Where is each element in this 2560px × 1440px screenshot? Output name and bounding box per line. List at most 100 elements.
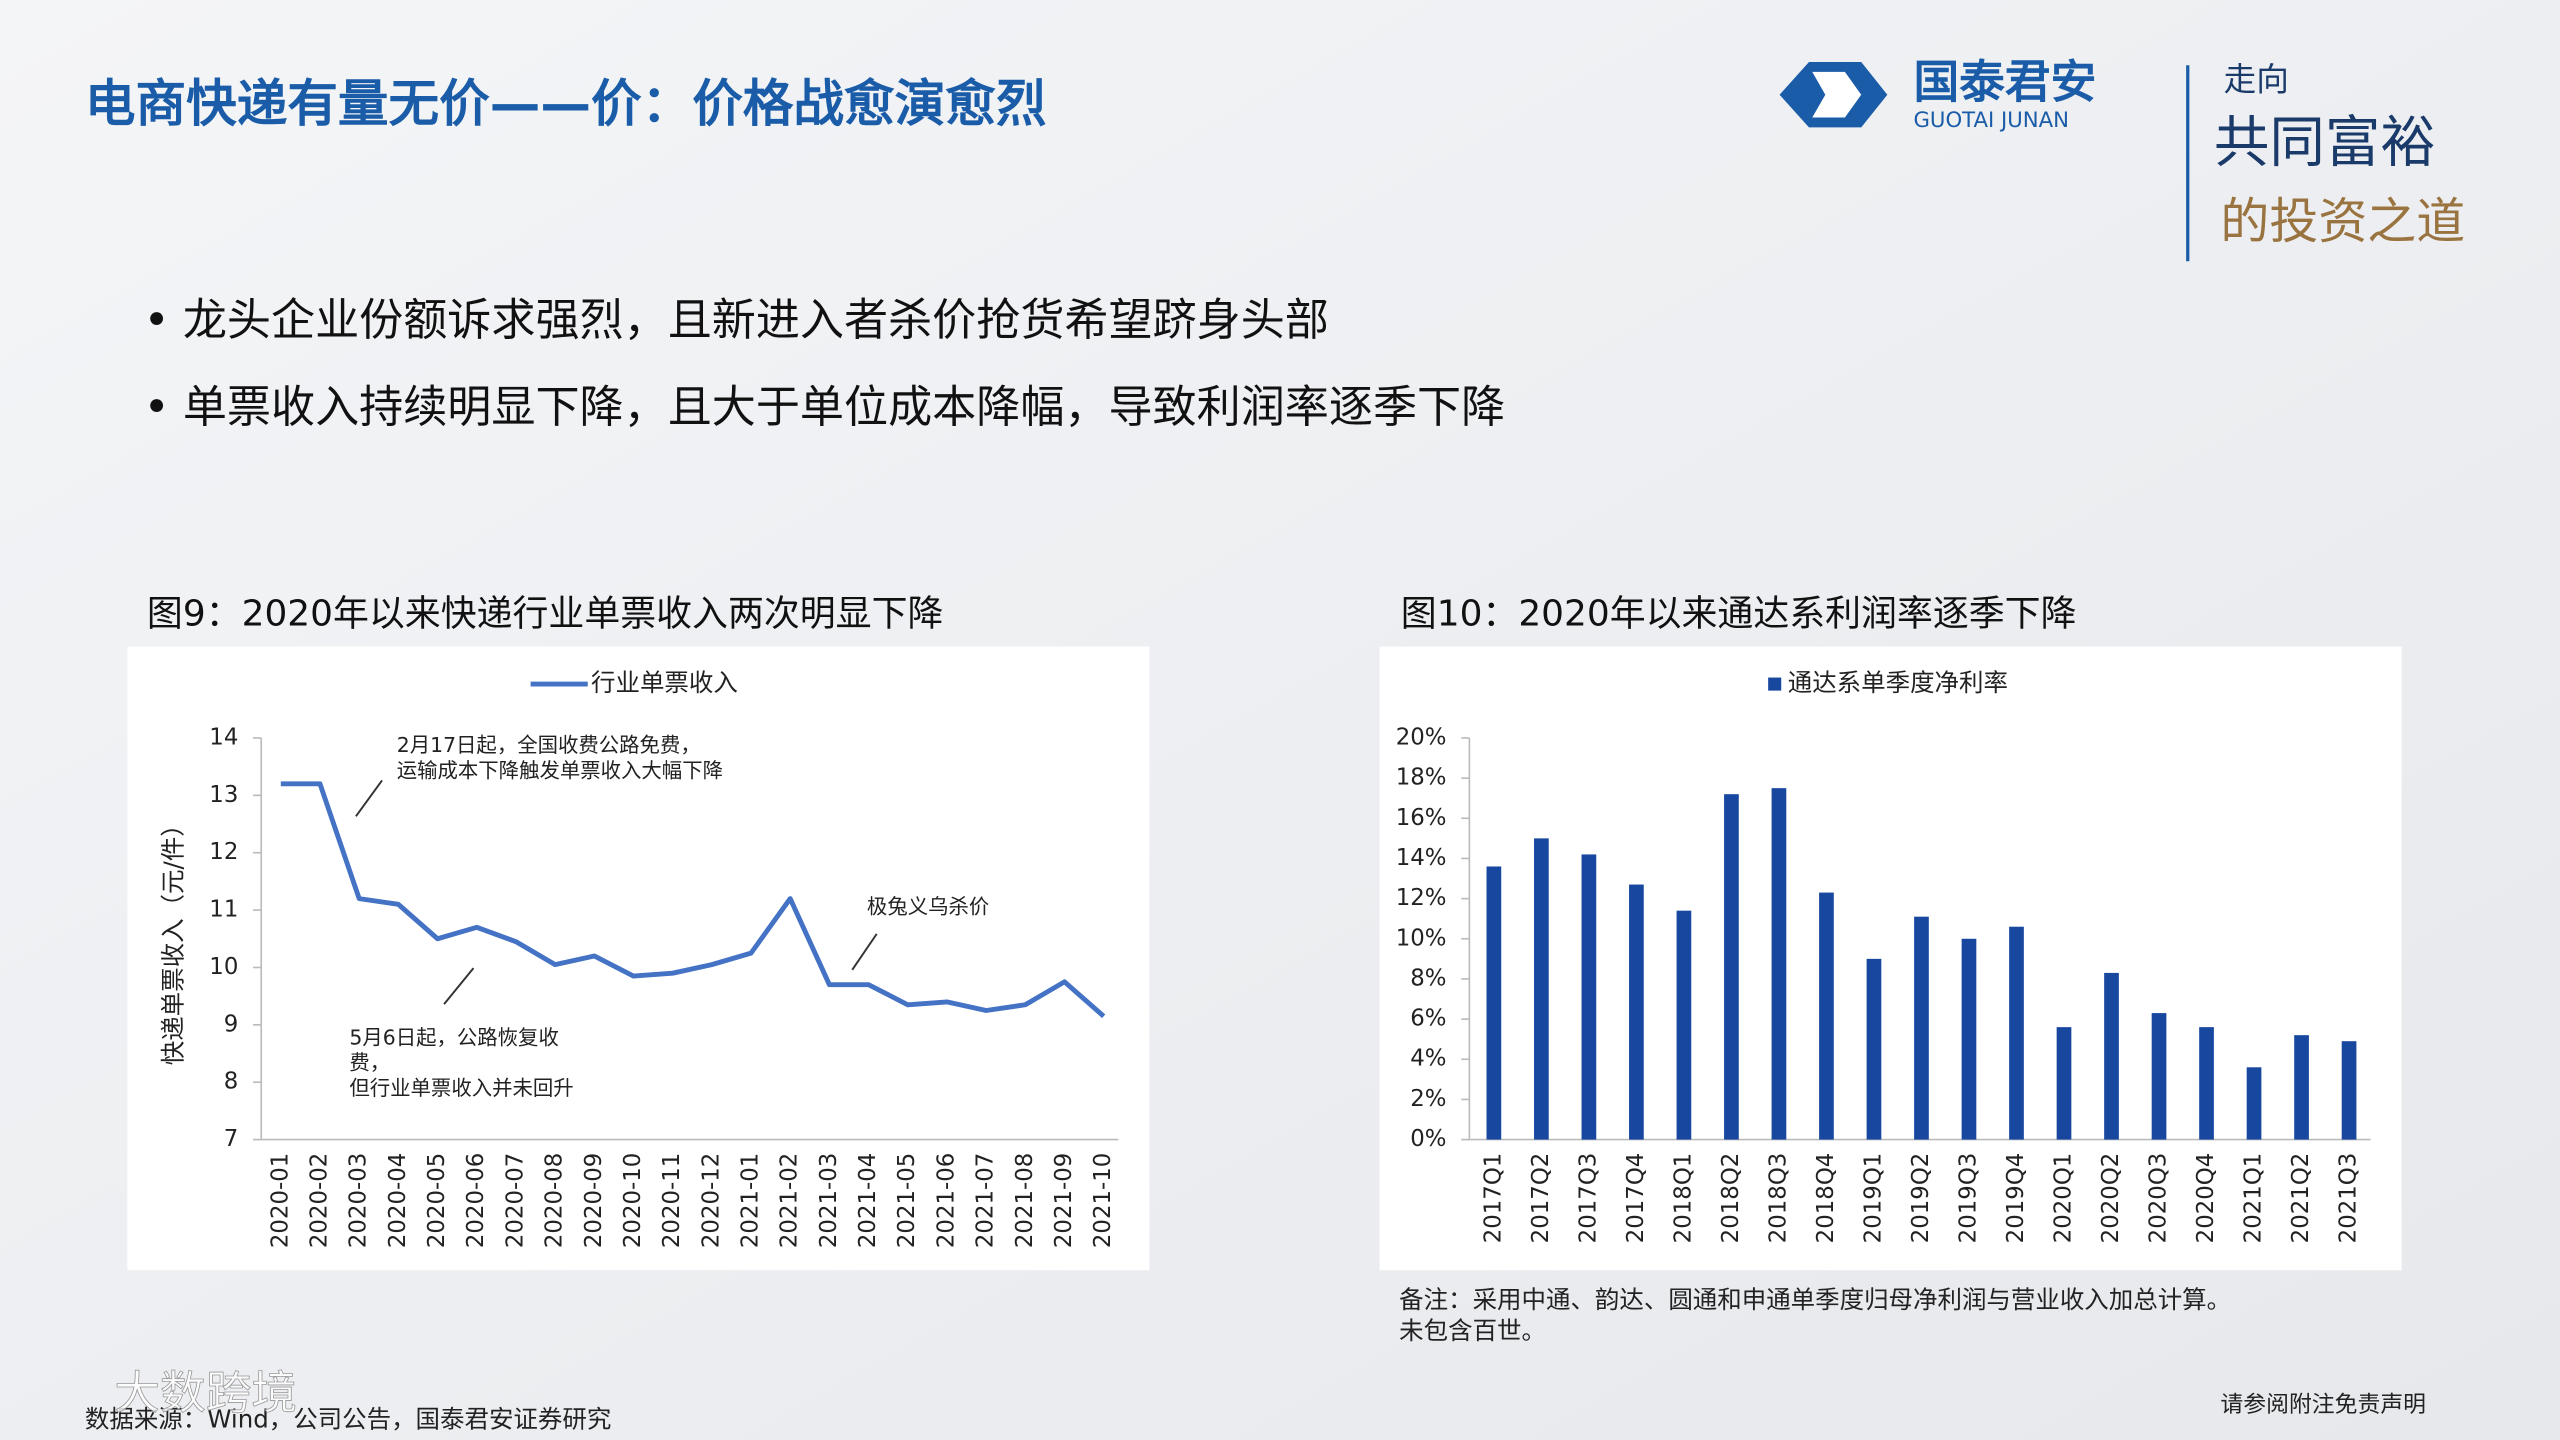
slogan: 共同富裕 — [2214, 110, 2436, 175]
y-tick-label: 6% — [1410, 1006, 1446, 1032]
x-tick-label: 2021-08 — [1012, 1153, 1038, 1248]
y-tick-label: 16% — [1396, 805, 1447, 831]
legend-label: 通达系单季度净利率 — [1788, 668, 2008, 697]
x-tick-label: 2020Q4 — [2193, 1153, 2219, 1244]
logo-mark — [1812, 71, 1862, 118]
bullet-dot: • — [144, 295, 170, 346]
chart-title: 图10：2020年以来通达系利润率逐季下降 — [1401, 594, 2077, 635]
chart-panel — [127, 646, 1150, 1271]
x-tick-label: 2018Q1 — [1670, 1153, 1696, 1244]
y-tick-label: 14 — [209, 724, 238, 750]
x-tick-label: 2021-09 — [1051, 1153, 1077, 1248]
x-tick-label: 2020-06 — [463, 1153, 489, 1248]
logo-name: 国泰君安 — [1913, 55, 2096, 108]
bar — [1486, 866, 1502, 1140]
y-tick-label: 9 — [224, 1011, 239, 1037]
x-tick-label: 2020-12 — [698, 1153, 724, 1248]
x-tick-label: 2021-07 — [973, 1153, 999, 1248]
bullet: 龙头企业份额诉求强烈，且新进入者杀价抢货希望跻身头部 — [183, 295, 1329, 346]
bar — [1961, 938, 1977, 1140]
x-tick-label: 2020-01 — [267, 1153, 293, 1248]
x-tick-label: 2018Q3 — [1765, 1153, 1791, 1244]
bar — [1534, 838, 1549, 1140]
x-tick-label: 2020Q3 — [2146, 1153, 2172, 1244]
bar — [1629, 884, 1644, 1140]
line — [280, 781, 1106, 1019]
bullet-dot: • — [144, 382, 170, 433]
logo: 国泰君安 GUOTAI JUNAN 走向 共同富裕 的投资之道 — [1779, 55, 2465, 262]
legend-label: 行业单票收入 — [591, 668, 738, 697]
annotation-arrow — [443, 967, 475, 1005]
x-tick-label: 2018Q4 — [1813, 1153, 1839, 1244]
annotation: 极兔义乌杀价 — [867, 895, 989, 919]
y-tick-label: 14% — [1396, 845, 1447, 871]
x-tick-label: 2017Q2 — [1528, 1153, 1554, 1244]
x-tick-label: 2019Q2 — [1908, 1153, 1934, 1244]
slogan: 走向 — [2224, 61, 2289, 99]
y-tick-label: 18% — [1396, 765, 1447, 791]
annotation: 费， — [349, 1051, 390, 1075]
x-tick-label: 2020-10 — [620, 1153, 646, 1248]
x-tick-label: 2021-10 — [1090, 1153, 1116, 1248]
legend-swatch — [1768, 677, 1782, 691]
bar — [1771, 788, 1787, 1140]
y-tick-label: 20% — [1396, 724, 1447, 750]
bar — [2104, 972, 2119, 1140]
annotation: 但行业单票收入并未回升 — [349, 1076, 573, 1100]
x-tick-label: 2020-02 — [306, 1153, 332, 1248]
y-tick-label: 10 — [209, 954, 238, 980]
x-tick-label: 2021-06 — [933, 1153, 959, 1248]
slogan: 的投资之道 — [2220, 193, 2465, 250]
x-tick-label: 2017Q4 — [1623, 1153, 1649, 1244]
bar — [1866, 958, 1882, 1140]
y-tick-label: 12 — [209, 839, 238, 865]
bar — [1676, 910, 1692, 1140]
logo-en: GUOTAI JUNAN — [1913, 108, 2069, 133]
x-tick-label: 2021Q3 — [2336, 1153, 2362, 1244]
y-tick-label: 8 — [224, 1069, 239, 1095]
bar — [1724, 794, 1739, 1140]
x-tick-label: 2019Q1 — [1860, 1153, 1886, 1244]
footer: 请参阅附注免责声明 — [2220, 1392, 2426, 1418]
y-tick-label: 13 — [209, 782, 238, 808]
x-tick-label: 2020-09 — [581, 1153, 607, 1248]
source: 数据来源：Wind，公司公告，国泰君安证券研究 — [85, 1404, 611, 1433]
x-tick-label: 2021-02 — [777, 1153, 803, 1248]
x-tick-label: 2017Q1 — [1480, 1153, 1506, 1244]
x-tick-label: 2017Q3 — [1575, 1153, 1601, 1244]
bar — [1914, 916, 1929, 1140]
y-tick-label: 4% — [1410, 1046, 1446, 1072]
y-tick-label: 2% — [1410, 1086, 1446, 1112]
annotation: 2月17日起，全国收费公路免费， — [397, 733, 701, 757]
bar — [2009, 926, 2024, 1140]
bar — [2341, 1041, 2357, 1140]
x-tick-label: 2021-05 — [894, 1153, 920, 1248]
x-tick-label: 2021Q2 — [2288, 1153, 2314, 1244]
y-tick-label: 11 — [209, 897, 238, 923]
slide-title: 电商快递有量无价——价：价格战愈演愈烈 — [85, 74, 1047, 133]
bar — [2056, 1027, 2072, 1140]
x-tick-label: 2020-04 — [385, 1153, 411, 1248]
bar — [2199, 1027, 2214, 1140]
x-tick-label: 2021Q1 — [2241, 1153, 2267, 1244]
annotation-arrow — [851, 933, 878, 971]
y-tick-label: 7 — [224, 1126, 239, 1152]
bullet: 单票收入持续明显下降，且大于单位成本降幅，导致利润率逐季下降 — [183, 382, 1505, 433]
x-tick-label: 2020Q2 — [2098, 1153, 2124, 1244]
annotation-arrow — [355, 779, 383, 817]
x-tick-label: 2020-05 — [424, 1153, 450, 1248]
x-tick-label: 2020-07 — [502, 1153, 528, 1248]
bar — [1581, 854, 1597, 1140]
x-tick-label: 2020-03 — [346, 1153, 372, 1248]
note: 未包含百世。 — [1399, 1316, 1546, 1345]
x-tick-label: 2020-11 — [659, 1153, 685, 1248]
annotation: 运输成本下降触发单票收入大幅下降 — [397, 758, 723, 782]
x-tick-label: 2019Q4 — [2003, 1153, 2029, 1244]
bar — [2294, 1035, 2309, 1140]
y-axis-label: 快递单票收入（元/件） — [159, 812, 188, 1065]
bar — [2151, 1013, 2167, 1140]
charts: 7 8 9 10 11 12 13 14 2020-01 2020-02 2020-03 2020-0… — [159, 668, 2371, 1248]
x-tick-label: 2020-08 — [542, 1153, 568, 1248]
x-tick-label: 2019Q3 — [1955, 1153, 1981, 1244]
